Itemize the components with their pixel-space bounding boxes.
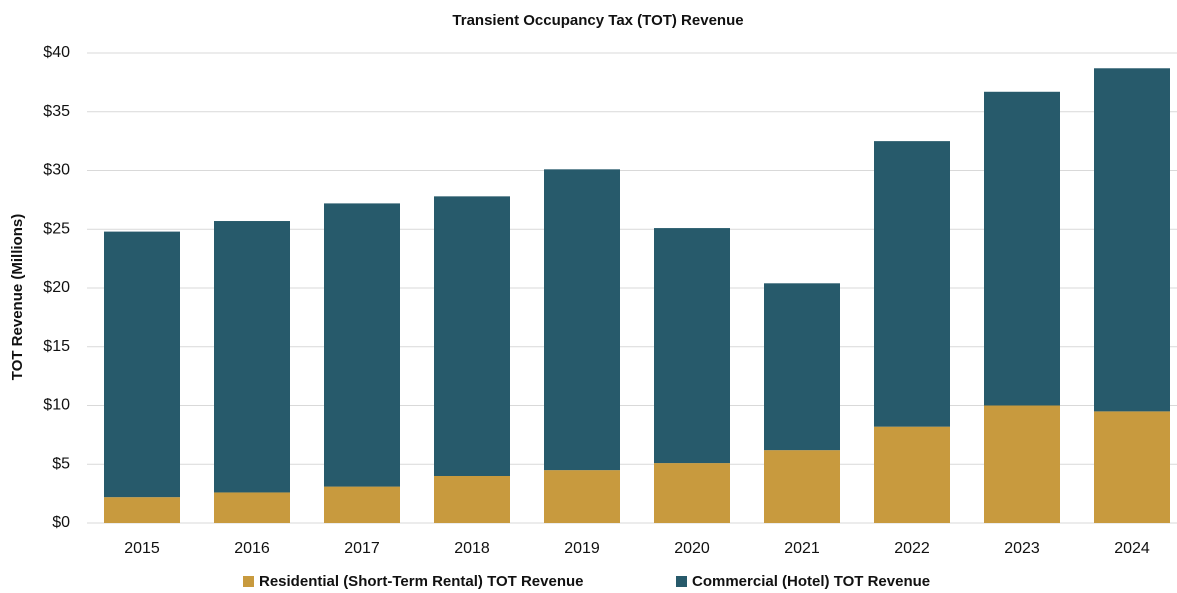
bar-segment: [104, 497, 180, 523]
x-tick-label: 2017: [344, 540, 380, 557]
x-tick-label: 2020: [674, 540, 710, 557]
legend-label: Residential (Short-Term Rental) TOT Reve…: [259, 573, 584, 590]
bar-segment: [544, 169, 620, 471]
bar-segment: [984, 91, 1060, 406]
bar-segment: [764, 283, 840, 451]
y-tick-label: $15: [43, 338, 70, 355]
y-tick-label: $0: [52, 514, 70, 531]
y-tick-label: $25: [43, 220, 70, 237]
bar-segment: [874, 141, 950, 427]
y-tick-label: $5: [52, 455, 70, 472]
y-tick-label: $30: [43, 162, 70, 179]
bar-segment: [1094, 68, 1170, 412]
bar-segment: [654, 463, 730, 523]
y-tick-label: $35: [43, 103, 70, 120]
y-tick-label: $40: [43, 44, 70, 61]
x-tick-label: 2019: [564, 540, 600, 557]
x-tick-label: 2024: [1114, 540, 1150, 557]
y-tick-label: $20: [43, 279, 70, 296]
x-tick-label: 2016: [234, 540, 270, 557]
bar-segment: [544, 470, 620, 523]
legend-swatch: [676, 576, 687, 587]
bar-segment: [324, 203, 400, 487]
y-tick-label: $10: [43, 397, 70, 414]
bar-segment: [324, 486, 400, 523]
legend-swatch: [243, 576, 254, 587]
bar-segment: [104, 231, 180, 498]
y-axis-title: TOT Revenue (Millions): [9, 214, 26, 380]
legend-label: Commercial (Hotel) TOT Revenue: [692, 573, 930, 590]
bar-segment: [764, 450, 840, 523]
x-tick-label: 2023: [1004, 540, 1040, 557]
x-tick-label: 2018: [454, 540, 490, 557]
bar-segment: [214, 221, 290, 493]
x-tick-label: 2015: [124, 540, 160, 557]
chart-title: Transient Occupancy Tax (TOT) Revenue: [452, 12, 743, 29]
bar-segment: [984, 405, 1060, 523]
bar-segment: [874, 426, 950, 523]
bar-segment: [434, 476, 510, 523]
bar-segment: [1094, 411, 1170, 523]
bar-segment: [654, 228, 730, 464]
x-tick-label: 2021: [784, 540, 820, 557]
x-tick-label: 2022: [894, 540, 930, 557]
bar-segment: [214, 492, 290, 523]
bar-segment: [434, 196, 510, 476]
